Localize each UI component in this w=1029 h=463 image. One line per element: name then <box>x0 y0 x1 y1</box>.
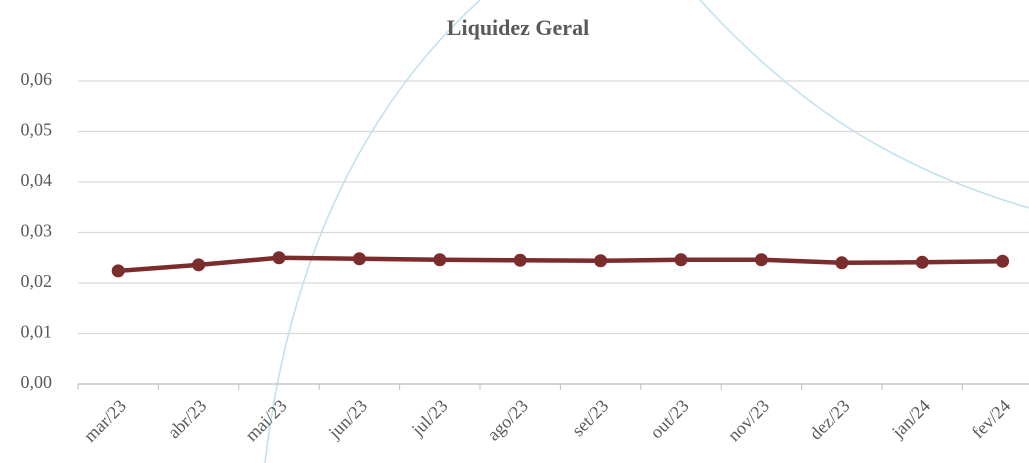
x-tick-label: dez/23 <box>805 396 853 444</box>
y-tick-label: 0,02 <box>21 271 53 291</box>
marker <box>433 253 447 267</box>
y-tick-label: 0,06 <box>21 69 53 89</box>
marker <box>272 251 286 265</box>
y-tick-label: 0,00 <box>21 372 53 392</box>
y-tick-label: 0,04 <box>21 170 53 190</box>
x-tick-label: jul/23 <box>407 396 452 441</box>
decor-curve <box>264 0 481 463</box>
y-tick-label: 0,05 <box>21 120 53 140</box>
marker <box>996 254 1010 268</box>
y-tick-label: 0,01 <box>21 322 53 342</box>
line <box>118 255 1003 274</box>
marker <box>835 256 849 270</box>
x-tick-label: jun/23 <box>324 396 371 443</box>
x-tick-label: mar/23 <box>80 396 130 446</box>
decor-curve <box>699 0 1029 209</box>
marker <box>352 252 366 266</box>
marker <box>754 253 768 267</box>
marker <box>513 253 527 267</box>
marker <box>674 253 688 267</box>
x-tick-label: ago/23 <box>483 396 532 445</box>
marker <box>192 258 206 272</box>
marker <box>111 264 125 278</box>
x-tick-label: fev/24 <box>968 396 1015 443</box>
marker <box>594 254 608 268</box>
x-tick-label: nov/23 <box>724 396 774 446</box>
x-tick-label: jan/24 <box>887 396 934 443</box>
x-tick-label: out/23 <box>646 396 693 443</box>
chart-title: Liquidez Geral <box>447 15 589 40</box>
x-tick-label: set/23 <box>568 396 613 441</box>
x-tick-label: abr/23 <box>164 396 211 443</box>
x-tick-label: mai/23 <box>241 396 290 445</box>
marker <box>915 255 929 269</box>
y-tick-label: 0,03 <box>21 221 53 241</box>
